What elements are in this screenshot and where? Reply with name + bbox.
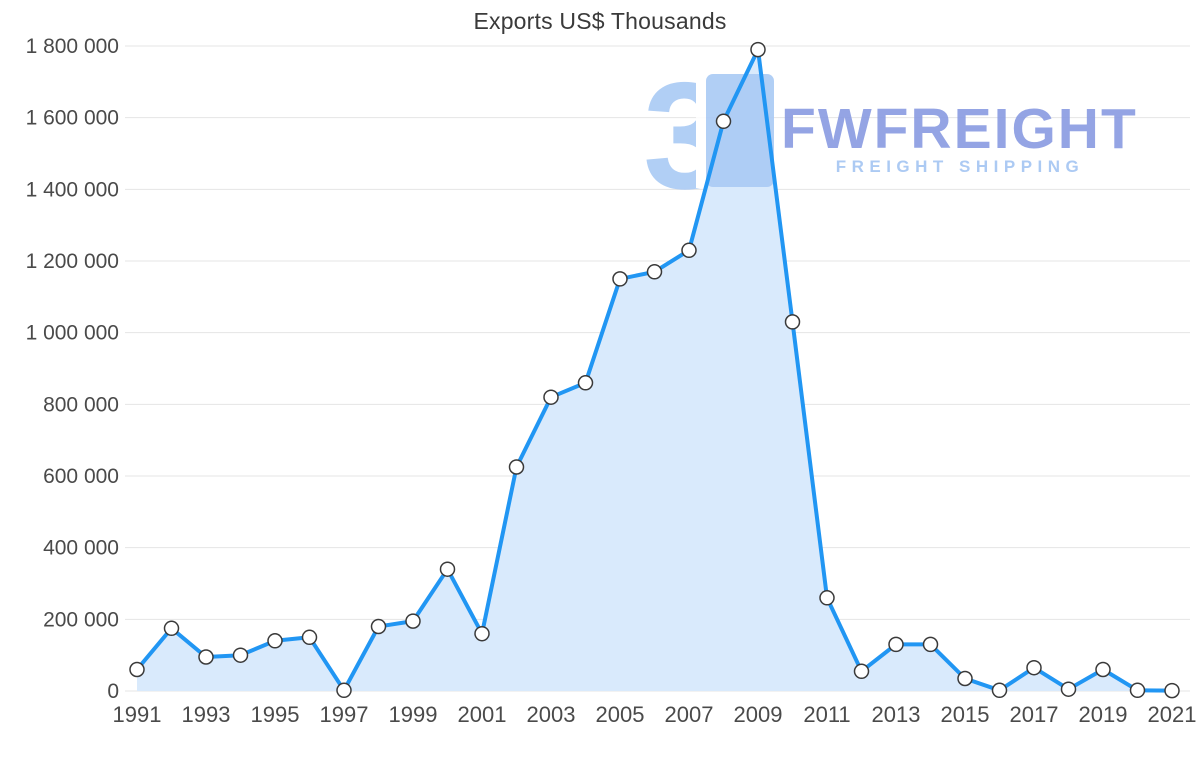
data-point-2001 (474, 625, 490, 642)
x-axis-tick-label: 2015 (941, 702, 990, 727)
data-point-2012 (853, 663, 870, 680)
data-point-2000 (439, 561, 456, 577)
data-point-2004 (577, 375, 594, 391)
x-axis-tick-label: 2019 (1079, 702, 1128, 727)
chart-title: Exports US$ Thousands (473, 8, 727, 34)
y-axis-tick-label: 1 600 000 (26, 107, 119, 130)
x-axis-tick-label: 2007 (665, 702, 714, 727)
data-point-1995 (267, 633, 283, 649)
data-point-1998 (370, 618, 387, 635)
data-point-1991 (129, 661, 145, 678)
y-axis-tick-label: 1 400 000 (26, 178, 119, 201)
data-point-1994 (232, 647, 249, 663)
data-point-2016 (991, 682, 1008, 699)
data-point-1993 (198, 649, 214, 665)
data-point-2015 (957, 670, 973, 687)
data-point-1996 (301, 629, 318, 646)
x-axis-tick-label: 1991 (113, 702, 162, 727)
x-axis-tick-label: 1997 (320, 702, 369, 727)
watermark-logo-block (706, 74, 774, 187)
data-point-1997 (336, 682, 352, 699)
data-point-2007 (681, 242, 697, 259)
data-point-2003 (543, 389, 559, 405)
y-axis-tick-label: 200 000 (43, 608, 119, 631)
data-point-2011 (819, 590, 835, 606)
watermark-tagline-text: FREIGHT SHIPPING (836, 157, 1085, 176)
x-axis-tick-label: 2013 (872, 702, 921, 727)
data-point-1999 (405, 613, 421, 629)
x-axis-tick-label: 2021 (1148, 702, 1197, 727)
x-axis-tick-label: 2005 (596, 702, 645, 727)
watermark-logo-gap (696, 70, 706, 188)
watermark-brand-text: FWFREIGHT (781, 97, 1138, 161)
y-axis-tick-label: 400 000 (43, 537, 119, 560)
data-point-2009 (750, 41, 766, 58)
area-fill (137, 49, 1172, 692)
y-axis-tick-label: 1 800 000 (26, 35, 119, 58)
x-axis-tick-label: 2009 (734, 702, 783, 727)
x-axis-tick-label: 2003 (527, 702, 576, 727)
x-axis-tick-label: 2011 (803, 702, 850, 727)
data-point-2008 (715, 113, 732, 130)
data-point-2020 (1129, 682, 1146, 699)
y-axis-tick-label: 800 000 (43, 393, 119, 416)
y-axis-tick-label: 600 000 (43, 465, 119, 488)
x-axis-tick-label: 2017 (1010, 702, 1059, 727)
data-point-1992 (163, 620, 180, 637)
data-point-2021 (1164, 682, 1180, 699)
data-point-2019 (1095, 661, 1111, 678)
data-point-2002 (508, 459, 525, 475)
data-point-2017 (1026, 659, 1042, 676)
x-axis-tick-label: 2001 (458, 702, 507, 727)
data-point-2006 (646, 264, 663, 280)
x-axis-tick-label: 1993 (182, 702, 231, 727)
x-axis-tick-label: 1999 (389, 702, 438, 727)
data-point-2018 (1060, 681, 1077, 697)
data-point-2013 (888, 636, 904, 653)
y-axis-tick-label: 0 (107, 680, 119, 703)
x-axis-tick-label: 1995 (251, 702, 300, 727)
y-axis-tick-label: 1 200 000 (26, 250, 119, 273)
y-axis-tick-label: 1 000 000 (26, 322, 119, 345)
data-point-2005 (612, 271, 628, 287)
data-point-2014 (922, 636, 939, 653)
data-point-2010 (784, 314, 801, 330)
